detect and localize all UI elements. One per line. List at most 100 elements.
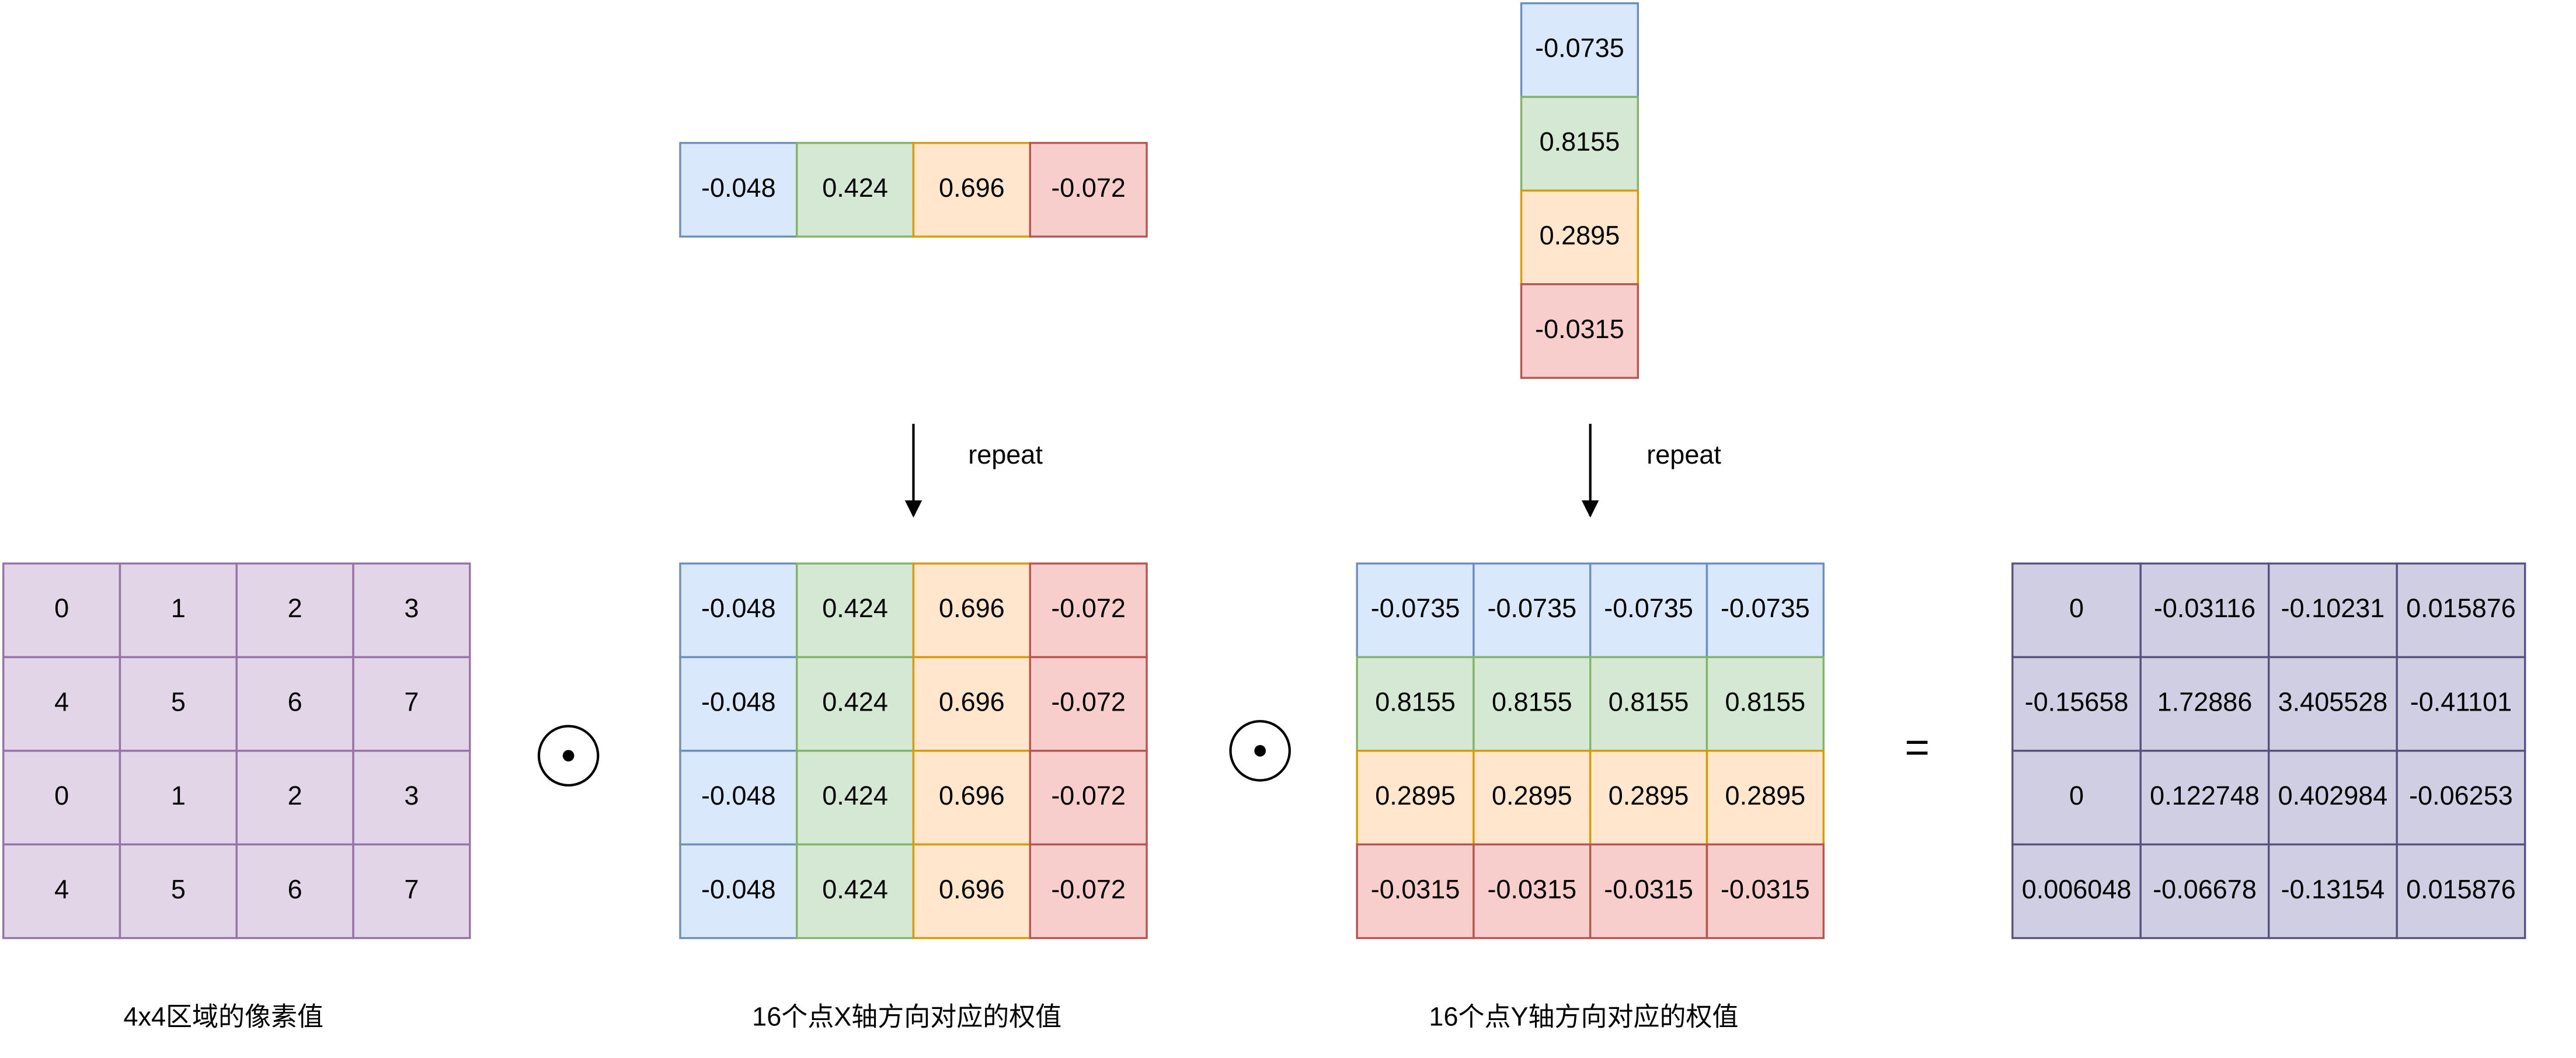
cell xyxy=(912,750,1031,845)
cell-value: 0.696 xyxy=(939,781,1005,810)
cell xyxy=(1029,142,1148,238)
cell xyxy=(235,656,354,752)
cell-value: -0.0735 xyxy=(1488,593,1577,623)
cell xyxy=(2268,562,2398,659)
cell xyxy=(2396,843,2526,939)
cell xyxy=(1029,843,1148,939)
cell-value: 5 xyxy=(171,874,186,904)
cell-value: 7 xyxy=(404,687,419,717)
cell-value: -0.048 xyxy=(701,874,776,904)
cell-value: 2 xyxy=(288,593,302,623)
cell-value: 0.8155 xyxy=(1540,127,1620,156)
caption: 4x4区域的像素值 xyxy=(123,1001,323,1031)
cell xyxy=(1705,750,1825,845)
cell-value: 0.424 xyxy=(822,173,888,203)
cell xyxy=(796,656,915,752)
cell-value: 7 xyxy=(404,874,419,904)
cell-value: 4 xyxy=(54,687,69,717)
cell-value: 1.72886 xyxy=(2157,687,2253,717)
cell xyxy=(2268,750,2398,845)
cell-value: 3 xyxy=(404,781,419,810)
cell-value: 3.405528 xyxy=(2278,687,2388,717)
cell xyxy=(1520,189,1639,286)
cell xyxy=(119,843,238,939)
cell-value: -0.06253 xyxy=(2409,781,2513,810)
cell-value: -0.072 xyxy=(1051,781,1126,810)
cell-value: 0.2895 xyxy=(1540,220,1620,250)
cell xyxy=(1473,843,1592,939)
cell xyxy=(1705,656,1825,752)
cell xyxy=(1589,656,1708,752)
cell-value: -0.072 xyxy=(1051,593,1126,623)
cell-value: -0.0315 xyxy=(1721,874,1810,904)
cell-value: -0.048 xyxy=(701,781,776,810)
cell-value: 0 xyxy=(2069,593,2084,623)
cell xyxy=(1029,750,1148,845)
cell-value: 6 xyxy=(288,874,302,904)
cell-value: -0.072 xyxy=(1051,874,1126,904)
cell-value: 0.2895 xyxy=(1375,781,1456,810)
cell xyxy=(912,562,1031,659)
cell xyxy=(912,656,1031,752)
cell-value: 0.696 xyxy=(939,874,1005,904)
cell-value: 0.696 xyxy=(939,173,1005,203)
cell-value: 0.8155 xyxy=(1609,687,1689,717)
repeat-label: repeat xyxy=(968,440,1043,469)
cell xyxy=(679,750,798,845)
cell-value: -0.0315 xyxy=(1535,314,1624,344)
cell-value: 0.2895 xyxy=(1609,781,1689,810)
cell xyxy=(1520,283,1639,379)
hadamard-operator xyxy=(1229,720,1291,782)
cell xyxy=(2011,843,2142,939)
cell xyxy=(2139,843,2270,939)
cell-value: -0.0735 xyxy=(1721,593,1810,623)
cell xyxy=(679,656,798,752)
cell xyxy=(2011,562,2142,659)
cell xyxy=(352,750,471,845)
cell-value: -0.0315 xyxy=(1488,874,1577,904)
cell xyxy=(796,562,915,659)
cell xyxy=(912,142,1031,238)
cell-value: -0.072 xyxy=(1051,687,1126,717)
caption: 16个点X轴方向对应的权值 xyxy=(752,1001,1061,1031)
cell xyxy=(119,750,238,845)
cell-value: 5 xyxy=(171,687,186,717)
caption: 16个点Y轴方向对应的权值 xyxy=(1429,1001,1738,1031)
cell-value: 0 xyxy=(54,781,69,810)
cell-value: 0.015876 xyxy=(2406,874,2516,904)
cell-value: 0.424 xyxy=(822,593,888,623)
cell-value: 3 xyxy=(404,593,419,623)
cell-value: 0.8155 xyxy=(1725,687,1806,717)
cell-value: -0.15658 xyxy=(2025,687,2129,717)
cell-value: 0.424 xyxy=(822,781,888,810)
cell xyxy=(796,142,915,238)
cell-value: -0.0735 xyxy=(1604,593,1693,623)
cell-value: -0.13154 xyxy=(2281,874,2385,904)
cell xyxy=(352,843,471,939)
equals-sign: = xyxy=(1905,723,1930,771)
cell-value: -0.41101 xyxy=(2410,687,2512,717)
cell-value: -0.048 xyxy=(701,593,776,623)
cell-value: 0.424 xyxy=(822,687,888,717)
cell xyxy=(1029,656,1148,752)
cell-value: -0.0735 xyxy=(1371,593,1460,623)
cell-value: 4 xyxy=(54,874,69,904)
cell-value: 0 xyxy=(54,593,69,623)
cell xyxy=(352,656,471,752)
cell xyxy=(2011,750,2142,845)
cell-value: 0.402984 xyxy=(2278,781,2388,810)
cell-value: 0.006048 xyxy=(2022,874,2132,904)
cell xyxy=(2011,656,2142,752)
cell-value: 0.2895 xyxy=(1725,781,1806,810)
cell xyxy=(2396,656,2526,752)
cell xyxy=(2139,656,2270,752)
cell-value: 0.696 xyxy=(939,593,1005,623)
cell-value: -0.10231 xyxy=(2281,593,2385,623)
cell xyxy=(2,562,121,659)
cell-value: -0.072 xyxy=(1051,173,1126,203)
cell-value: 0.8155 xyxy=(1492,687,1572,717)
cell xyxy=(1520,2,1639,98)
cell-value: 0.424 xyxy=(822,874,888,904)
repeat-label: repeat xyxy=(1646,440,1721,469)
